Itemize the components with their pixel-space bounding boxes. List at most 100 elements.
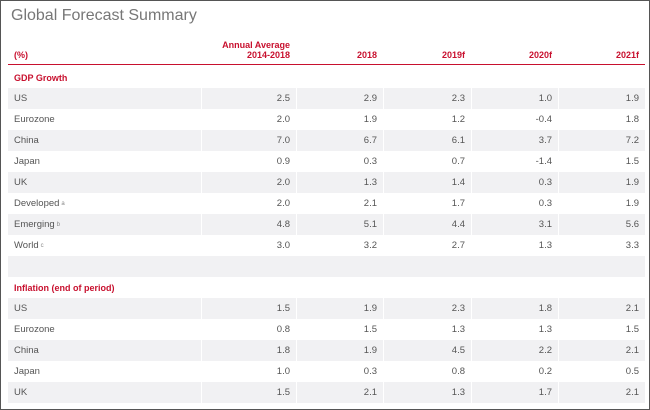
cell-value: 1.9 (558, 193, 645, 214)
cell-value: 1.5 (201, 298, 296, 319)
cell-value: 2.2 (471, 340, 558, 361)
row-label-text: UK (14, 387, 28, 398)
row-label: Eurozone (8, 109, 201, 130)
column-header-line: 2019f (441, 50, 465, 60)
cell-value: -1.4 (471, 151, 558, 172)
cell-value: 2.7 (383, 235, 471, 256)
cell-value: 5.1 (296, 214, 383, 235)
cell-value: 4.4 (383, 214, 471, 235)
row-label: UK (8, 172, 201, 193)
row-label: Japan (8, 361, 201, 382)
cell-value: 3.2 (296, 235, 383, 256)
cell-value: 1.9 (296, 109, 383, 130)
cell-value: 3.1 (471, 214, 558, 235)
row-label-text: Eurozone (14, 324, 55, 335)
cell-value: 0.7 (383, 151, 471, 172)
row-label: US (8, 88, 201, 109)
column-header: 2018 (296, 36, 383, 64)
column-header: 2021f (558, 36, 645, 64)
row-label-text: China (14, 345, 39, 356)
cell-value: 1.0 (201, 361, 296, 382)
cell-value: 3.7 (471, 130, 558, 151)
row-band (8, 298, 645, 319)
cell-value: 1.5 (558, 319, 645, 340)
cell-value: 1.0 (471, 88, 558, 109)
row-label-text: US (14, 303, 28, 314)
header-rule (8, 64, 645, 65)
row-label-text: China (14, 135, 39, 146)
cell-value: 2.0 (201, 172, 296, 193)
title: Global Forecast Summary (11, 7, 197, 24)
cell-value: 1.9 (558, 172, 645, 193)
cell-value: 2.1 (296, 382, 383, 403)
section-title: GDP Growth (14, 72, 68, 83)
row-label-text: Emerging (14, 219, 55, 230)
row-band (8, 214, 645, 235)
row-label: Emerging b (8, 214, 201, 235)
cell-value: 7.0 (201, 130, 296, 151)
cell-value: 5.6 (558, 214, 645, 235)
footnote-mark: a (61, 200, 65, 207)
cell-value: 4.8 (201, 214, 296, 235)
cell-value: 2.1 (296, 193, 383, 214)
row-label: World c (8, 235, 201, 256)
column-header-line: 2020f (528, 50, 552, 60)
cell-value: 1.3 (296, 172, 383, 193)
cell-value: 0.2 (471, 361, 558, 382)
column-header-line: 2014-2018 (246, 50, 290, 60)
row-band (8, 88, 645, 109)
cell-value: 2.0 (201, 193, 296, 214)
row-label-text: Eurozone (14, 114, 55, 125)
column-header-line: 2018 (356, 50, 377, 60)
row-label-text: World (14, 240, 39, 251)
cell-value: 3.3 (558, 235, 645, 256)
column-header-line: Annual Average (222, 40, 290, 50)
row-band (8, 340, 645, 361)
column-header: (%) (14, 50, 28, 60)
row-band (8, 382, 645, 403)
cell-value: 6.1 (383, 130, 471, 151)
cell-value: 1.3 (471, 319, 558, 340)
cell-value: -0.4 (471, 109, 558, 130)
column-header-line: 2021f (615, 50, 639, 60)
cell-value: 2.3 (383, 298, 471, 319)
cell-value: 2.9 (296, 88, 383, 109)
cell-value: 1.3 (383, 382, 471, 403)
row-label: China (8, 340, 201, 361)
cell-value: 1.8 (201, 340, 296, 361)
cell-value: 6.7 (296, 130, 383, 151)
column-header: 2019f (383, 36, 471, 64)
row-band (8, 130, 645, 151)
row-label: Japan (8, 151, 201, 172)
cell-value: 1.5 (201, 382, 296, 403)
cell-value: 1.9 (558, 88, 645, 109)
cell-value: 7.2 (558, 130, 645, 151)
cell-value: 0.3 (296, 361, 383, 382)
footnote-mark: c (40, 242, 44, 249)
cell-value: 1.9 (296, 340, 383, 361)
row-label-text: Japan (14, 156, 40, 167)
row-label: Developed a (8, 193, 201, 214)
row-label-text: US (14, 93, 28, 104)
cell-value: 1.5 (296, 319, 383, 340)
cell-value: 0.3 (471, 172, 558, 193)
cell-value: 1.8 (558, 109, 645, 130)
cell-value: 1.4 (383, 172, 471, 193)
row-band (8, 172, 645, 193)
cell-value: 1.3 (383, 319, 471, 340)
cell-value: 0.3 (471, 193, 558, 214)
column-header: Annual Average 2014-2018 (201, 36, 296, 64)
cell-value: 2.5 (201, 88, 296, 109)
cell-value: 4.5 (383, 340, 471, 361)
spacer-row (8, 256, 645, 277)
row-label-text: UK (14, 177, 28, 188)
cell-value: 1.2 (383, 109, 471, 130)
cell-value: 0.9 (201, 151, 296, 172)
cell-value: 0.8 (383, 361, 471, 382)
cell-value: 1.9 (296, 298, 383, 319)
footnote-mark: b (56, 221, 61, 228)
cell-value: 1.8 (471, 298, 558, 319)
section-title: Inflation (end of period) (14, 282, 115, 293)
cell-value: 1.7 (471, 382, 558, 403)
